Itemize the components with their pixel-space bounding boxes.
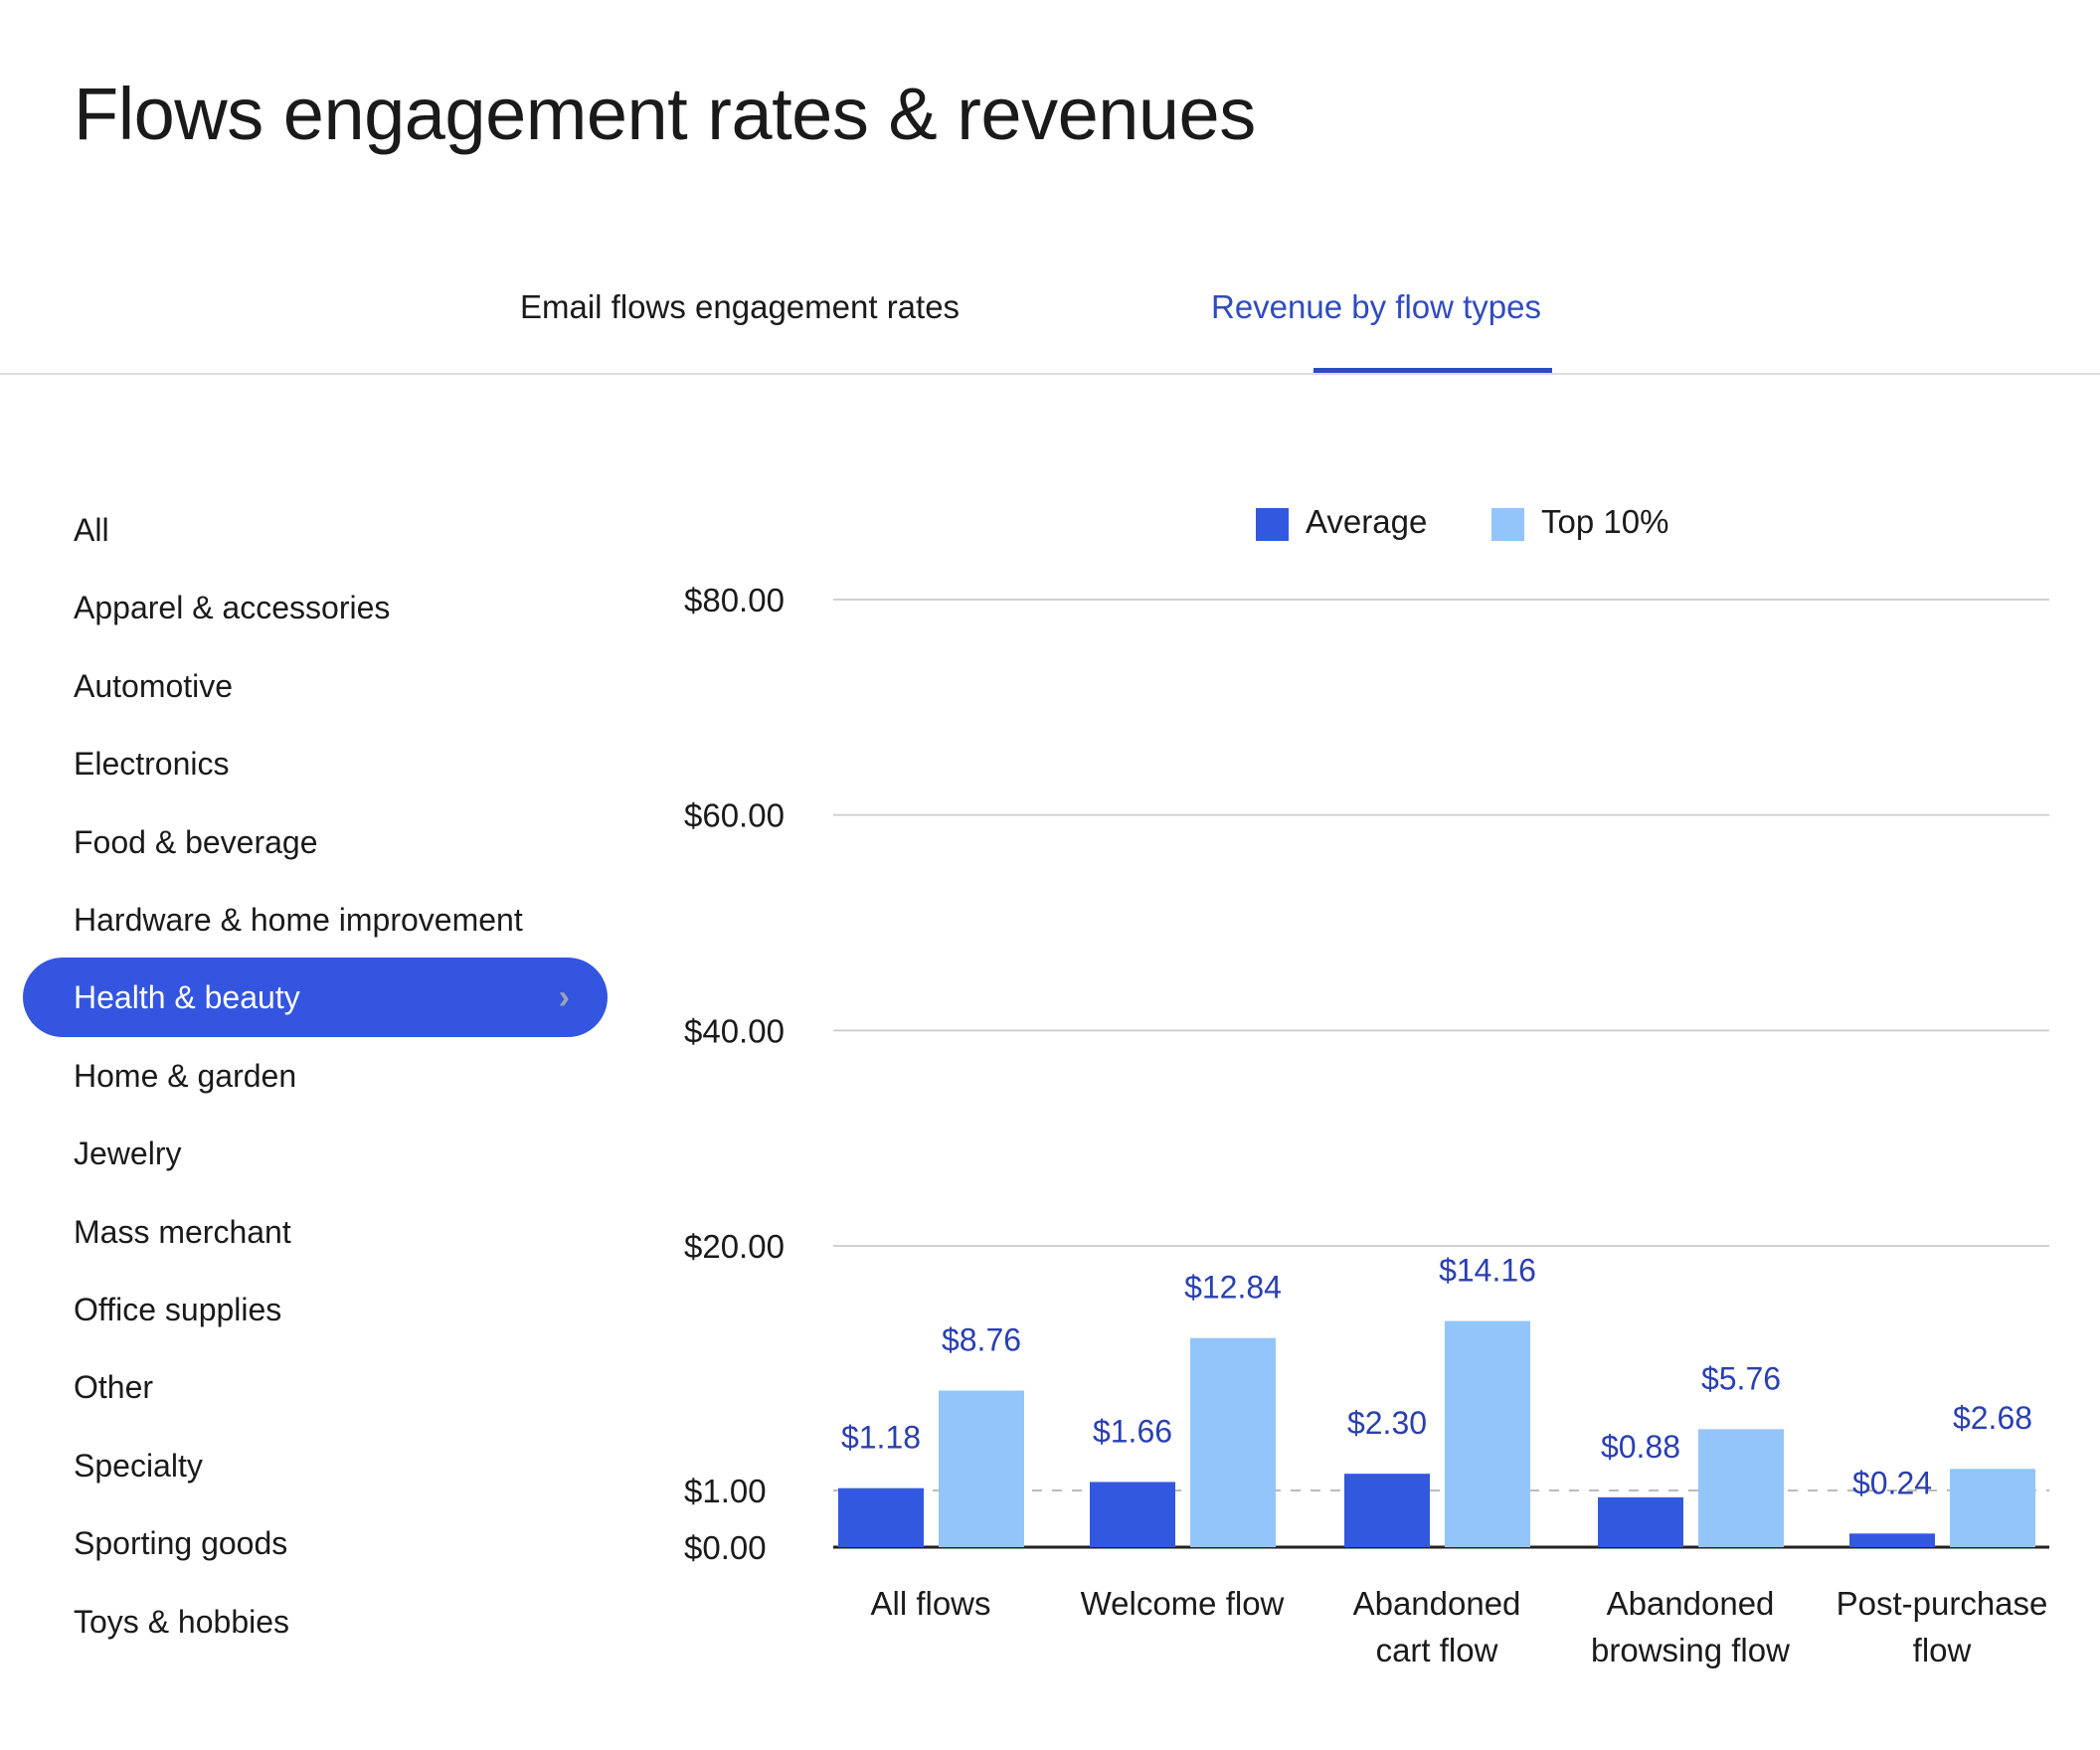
sidebar-item[interactable]: Electronics xyxy=(23,724,608,803)
x-category-label: Abandoned xyxy=(1607,1585,1775,1622)
tab-revenue-by-flow-types[interactable]: Revenue by flow types xyxy=(1211,288,1542,325)
legend-label-top10: Top 10% xyxy=(1541,503,1669,540)
sidebar-item[interactable]: Toys & hobbies xyxy=(23,1582,608,1662)
sidebar-item[interactable]: Office supplies xyxy=(23,1270,608,1349)
bar-average xyxy=(838,1488,924,1547)
sidebar-item-label: All xyxy=(74,512,109,548)
x-category-label: browsing flow xyxy=(1591,1632,1790,1668)
bar-top10 xyxy=(1698,1429,1784,1547)
sidebar-item-label: Office supplies xyxy=(74,1292,282,1327)
sidebar-item-label: Jewelry xyxy=(74,1136,182,1172)
sidebar-item-label: Electronics xyxy=(74,746,230,783)
bar-average xyxy=(1344,1474,1430,1547)
sidebar-item[interactable]: Hardware & home improvement xyxy=(23,880,608,960)
sidebar-item[interactable]: Health & beauty › xyxy=(23,958,608,1038)
sidebar-item-label: Home & garden xyxy=(74,1057,297,1094)
data-label: $2.30 xyxy=(1347,1405,1427,1441)
page-title: Flows engagement rates & revenues xyxy=(74,73,1256,155)
y-tick-label: $20.00 xyxy=(684,1228,785,1265)
legend-label-average: Average xyxy=(1306,503,1428,540)
sidebar-item-label: Hardware & home improvement xyxy=(74,902,523,938)
data-label: $14.16 xyxy=(1439,1253,1536,1289)
active-tab-indicator xyxy=(1313,368,1552,373)
tab-divider xyxy=(0,373,2100,375)
sidebar-item-label: Mass merchant xyxy=(74,1213,291,1250)
data-label: $1.18 xyxy=(841,1420,921,1456)
legend-swatch-top10 xyxy=(1491,508,1524,541)
sidebar-item-label: Food & beverage xyxy=(74,823,318,860)
sidebar-item-label: Other xyxy=(74,1369,154,1406)
data-label: $8.76 xyxy=(942,1322,1021,1358)
x-category-label: flow xyxy=(1913,1632,1972,1668)
chevron-right-icon: › xyxy=(558,978,570,1017)
sidebar-item[interactable]: Specialty xyxy=(23,1426,608,1505)
data-label: $0.24 xyxy=(1852,1465,1932,1500)
sidebar-item[interactable]: Automotive xyxy=(23,646,608,726)
x-category-label: Post-purchase xyxy=(1837,1585,2048,1622)
bar-average xyxy=(1849,1533,1935,1547)
sidebar-item[interactable]: Food & beverage xyxy=(23,802,608,882)
data-label: $0.88 xyxy=(1601,1429,1680,1465)
sidebar-item[interactable]: Sporting goods xyxy=(23,1503,608,1583)
x-category-label: Welcome flow xyxy=(1081,1585,1285,1622)
sidebar-item-label: Specialty xyxy=(74,1447,203,1484)
sidebar-item-label: Sporting goods xyxy=(74,1525,288,1562)
y-tick-label: $40.00 xyxy=(684,1012,785,1049)
sidebar-item[interactable]: All xyxy=(23,490,608,570)
sidebar-item[interactable]: Home & garden xyxy=(23,1036,608,1116)
y-tick-label: $60.00 xyxy=(684,797,785,834)
tab-email-flows-engagement[interactable]: Email flows engagement rates xyxy=(520,288,961,325)
sidebar-item-label: Automotive xyxy=(74,667,234,704)
bar-top10 xyxy=(939,1390,1024,1547)
sidebar-item-label: Toys & hobbies xyxy=(74,1603,290,1640)
y-tick-label: $80.00 xyxy=(684,582,785,618)
legend-swatch-average xyxy=(1256,508,1289,541)
bar-top10 xyxy=(1445,1320,1530,1547)
x-category-label: cart flow xyxy=(1376,1632,1498,1668)
bar-top10 xyxy=(1190,1337,1276,1547)
x-category-label: All flows xyxy=(870,1585,990,1622)
y-tick-label: $0.00 xyxy=(684,1529,767,1566)
data-label: $5.76 xyxy=(1701,1360,1781,1396)
data-label: $2.68 xyxy=(1953,1400,2032,1436)
y-tick-label: $1.00 xyxy=(684,1473,767,1509)
sidebar-item[interactable]: Other xyxy=(23,1347,608,1427)
bar-average xyxy=(1598,1496,1683,1547)
data-label: $1.66 xyxy=(1093,1413,1172,1449)
sidebar-item[interactable]: Jewelry xyxy=(23,1114,608,1193)
bar-average xyxy=(1090,1482,1175,1547)
data-label: $12.84 xyxy=(1184,1270,1282,1306)
sidebar-item[interactable]: Apparel & accessories xyxy=(23,568,608,647)
sidebar-item-label: Apparel & accessories xyxy=(74,590,391,626)
sidebar-item-label: Health & beauty xyxy=(74,979,300,1016)
x-category-label: Abandoned xyxy=(1353,1585,1521,1622)
bar-top10 xyxy=(1950,1469,2035,1547)
sidebar-item[interactable]: Mass merchant xyxy=(23,1192,608,1272)
